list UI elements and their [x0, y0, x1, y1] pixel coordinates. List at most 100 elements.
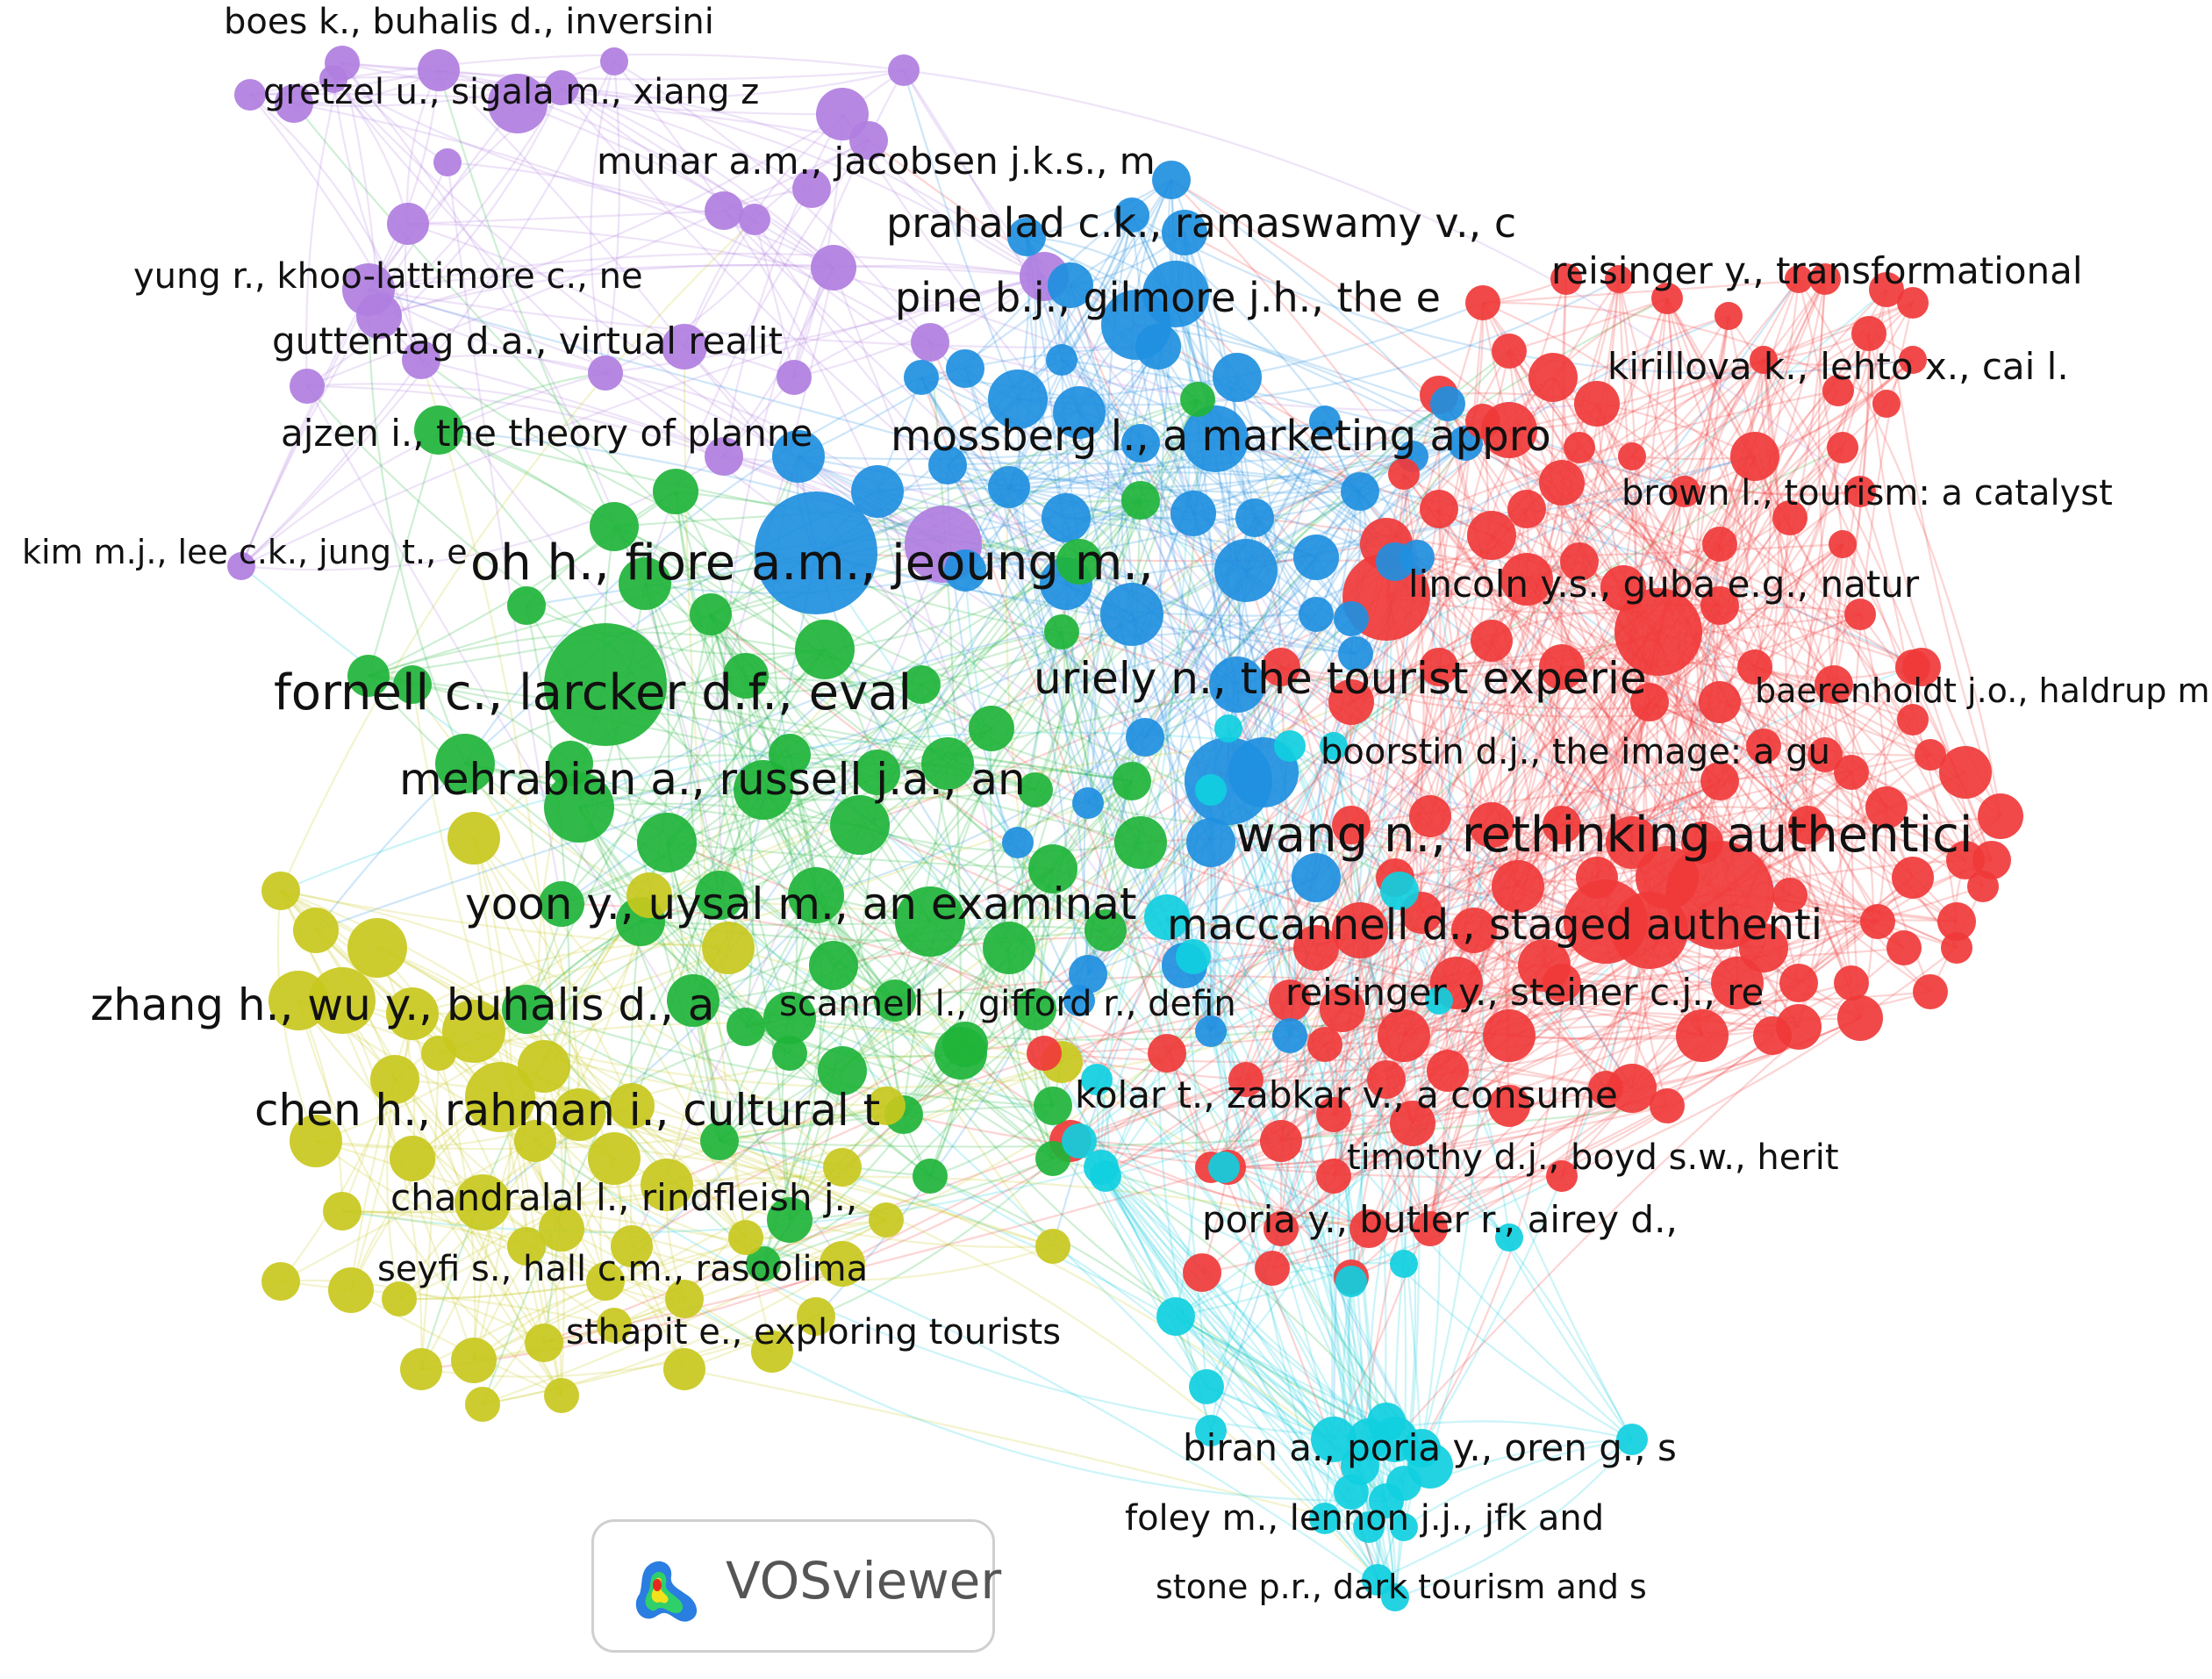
network-node-purple[interactable]	[888, 54, 920, 86]
network-node-green[interactable]	[667, 974, 719, 1027]
network-node-green[interactable]	[830, 795, 890, 855]
network-node-green[interactable]	[874, 979, 916, 1022]
network-node-green[interactable]	[393, 665, 432, 704]
network-node-red[interactable]	[1614, 588, 1702, 676]
network-node-yellow[interactable]	[465, 1387, 500, 1422]
network-node-red[interactable]	[1702, 527, 1737, 562]
network-node-red[interactable]	[1328, 679, 1374, 725]
network-node-green[interactable]	[902, 665, 941, 704]
network-node-red[interactable]	[1897, 704, 1929, 735]
network-node-yellow[interactable]	[370, 1055, 419, 1104]
network-node-red[interactable]	[1714, 302, 1743, 330]
node-label[interactable]: biran a., poria y., oren g., s	[1183, 1426, 1677, 1469]
network-node-purple[interactable]	[739, 204, 770, 235]
network-node-yellow[interactable]	[611, 1225, 653, 1267]
network-node-red[interactable]	[1886, 930, 1922, 965]
network-node-yellow[interactable]	[507, 1227, 546, 1266]
network-node-blue[interactable]	[1162, 210, 1207, 255]
node-label[interactable]: seyfi s., hall c.m., rasoolima	[377, 1249, 868, 1289]
network-node-red[interactable]	[1739, 923, 1788, 972]
network-node-red[interactable]	[1467, 511, 1516, 560]
network-node-red[interactable]	[1183, 1253, 1221, 1292]
network-node-purple[interactable]	[234, 79, 266, 111]
network-node-yellow[interactable]	[465, 1062, 535, 1132]
network-node-red[interactable]	[1320, 987, 1365, 1032]
network-node-red[interactable]	[1027, 1036, 1062, 1071]
network-node-green[interactable]	[788, 867, 844, 923]
network-node-red[interactable]	[1815, 665, 1853, 704]
node-label[interactable]: reisinger y., transformational	[1551, 249, 2083, 292]
network-node-green[interactable]	[1034, 1087, 1072, 1125]
network-node-cyan[interactable]	[1195, 774, 1227, 806]
network-node-cyan[interactable]	[1311, 1417, 1357, 1462]
network-node-red[interactable]	[1700, 762, 1739, 800]
network-node-red[interactable]	[1420, 490, 1458, 528]
network-node-blue[interactable]	[1007, 218, 1046, 256]
network-node-cyan[interactable]	[1156, 1297, 1195, 1336]
network-node-red[interactable]	[1895, 649, 1930, 685]
network-node-purple[interactable]	[849, 121, 888, 160]
network-node-red[interactable]	[1681, 822, 1723, 864]
network-node-yellow[interactable]	[539, 1206, 584, 1252]
node-label[interactable]: pine b.j., gilmore j.h., the e	[895, 274, 1441, 321]
network-node-red[interactable]	[1618, 442, 1646, 470]
network-node-green[interactable]	[435, 734, 495, 793]
node-label[interactable]: ajzen i., the theory of planne	[281, 412, 812, 455]
network-node-red[interactable]	[1539, 644, 1585, 690]
network-node-yellow[interactable]	[588, 1132, 641, 1185]
network-node-blue[interactable]	[988, 370, 1048, 429]
network-node-cyan[interactable]	[1425, 987, 1453, 1015]
network-node-green[interactable]	[895, 886, 965, 957]
network-node-red[interactable]	[1611, 892, 1688, 969]
network-node-cyan[interactable]	[1380, 872, 1419, 910]
network-node-green[interactable]	[544, 623, 667, 746]
network-node-cyan[interactable]	[1334, 1475, 1369, 1510]
network-node-cyan[interactable]	[1081, 1064, 1113, 1095]
network-node-red[interactable]	[1676, 1009, 1729, 1062]
network-node-red[interactable]	[1844, 599, 1876, 630]
network-node-blue[interactable]	[1069, 955, 1107, 994]
network-node-red[interactable]	[1772, 500, 1808, 535]
network-node-red[interactable]	[1785, 265, 1813, 293]
network-node-yellow[interactable]	[525, 1324, 563, 1362]
network-node-green[interactable]	[746, 1246, 781, 1281]
network-node-blue[interactable]	[1135, 324, 1181, 370]
network-node-red[interactable]	[1588, 1071, 1623, 1106]
network-node-yellow[interactable]	[268, 971, 328, 1030]
network-node-red[interactable]	[1872, 390, 1901, 418]
network-node-red[interactable]	[1897, 287, 1929, 319]
network-node-red[interactable]	[1260, 1120, 1302, 1162]
network-node-yellow[interactable]	[820, 1241, 865, 1287]
node-label[interactable]: boorstin d.j., the image: a gu	[1321, 732, 1830, 772]
network-node-green[interactable]	[507, 586, 546, 625]
network-node-blue[interactable]	[1299, 597, 1334, 632]
network-node-red[interactable]	[1576, 857, 1618, 899]
node-label[interactable]: maccannell d., staged authenti	[1167, 900, 1822, 950]
node-label[interactable]: mehrabian a., russell j.a., an	[399, 754, 1026, 805]
network-node-blue[interactable]	[928, 446, 967, 484]
network-node-red[interactable]	[1700, 586, 1739, 625]
network-node-yellow[interactable]	[514, 1120, 556, 1162]
network-node-cyan[interactable]	[1090, 1160, 1121, 1192]
network-node-green[interactable]	[1114, 816, 1167, 869]
network-node-purple[interactable]	[227, 552, 255, 580]
network-node-blue[interactable]	[772, 430, 825, 483]
network-node-red[interactable]	[1967, 871, 1999, 902]
network-node-yellow[interactable]	[553, 1088, 605, 1141]
network-node-yellow[interactable]	[347, 918, 407, 978]
network-node-green[interactable]	[548, 741, 593, 786]
network-node-red[interactable]	[1730, 432, 1779, 481]
network-node-red[interactable]	[1750, 346, 1778, 374]
network-node-red[interactable]	[1413, 1211, 1448, 1246]
network-node-blue[interactable]	[988, 466, 1030, 508]
network-node-blue[interactable]	[904, 360, 939, 395]
network-node-green[interactable]	[1018, 772, 1053, 807]
network-node-red[interactable]	[1711, 957, 1764, 1009]
node-label[interactable]: guttentag d.a., virtual realit	[272, 319, 783, 362]
network-node-purple[interactable]	[290, 369, 325, 404]
network-node-cyan[interactable]	[1214, 714, 1242, 743]
network-node-red[interactable]	[1600, 565, 1646, 611]
network-node-cyan[interactable]	[1274, 730, 1306, 762]
network-node-cyan[interactable]	[1369, 1483, 1404, 1518]
network-node-cyan[interactable]	[1144, 894, 1190, 940]
